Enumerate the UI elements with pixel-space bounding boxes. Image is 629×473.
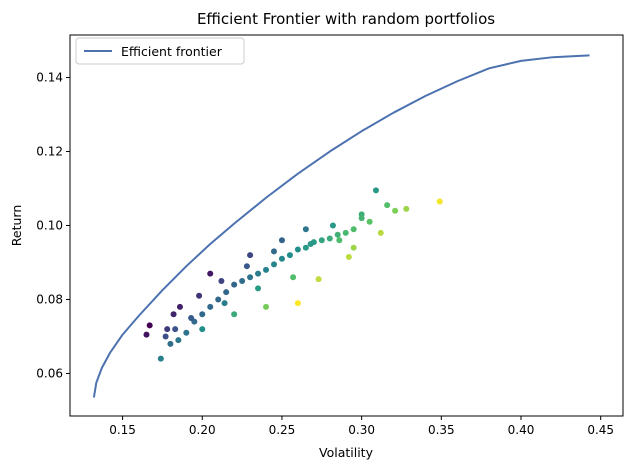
portfolio-point xyxy=(436,198,443,205)
x-tick-label: 0.45 xyxy=(587,423,614,437)
portfolio-point xyxy=(247,252,254,259)
portfolio-point xyxy=(302,244,309,251)
frontier-line-layer xyxy=(92,54,590,398)
portfolio-point xyxy=(372,187,379,194)
portfolio-point xyxy=(307,241,314,247)
portfolio-point xyxy=(263,303,270,310)
portfolio-point xyxy=(215,296,222,303)
portfolio-point xyxy=(318,237,325,244)
portfolio-point xyxy=(392,207,399,214)
y-axis-label: Return xyxy=(9,205,24,246)
portfolio-point xyxy=(315,276,322,283)
portfolio-point xyxy=(278,255,285,262)
y-tick-label: 0.10 xyxy=(36,219,63,233)
y-axis-ticks: 0.06 0.08 0.10 0.12 0.14 xyxy=(36,71,70,380)
y-tick-label: 0.06 xyxy=(36,366,63,380)
x-tick-label: 0.35 xyxy=(428,423,455,437)
efficient-frontier-line xyxy=(92,54,590,398)
x-axis-label: Volatility xyxy=(319,445,374,460)
portfolio-point xyxy=(231,311,238,318)
portfolio-point xyxy=(243,263,250,270)
portfolio-point xyxy=(247,274,254,281)
chart-legend: Efficient frontier xyxy=(75,37,245,65)
portfolio-point xyxy=(270,248,277,255)
portfolio-point xyxy=(302,226,309,233)
portfolio-point xyxy=(207,303,214,310)
x-axis-ticks: 0.15 0.20 0.25 0.30 0.35 0.40 0.45 xyxy=(109,416,614,437)
portfolio-point xyxy=(175,337,182,344)
random-portfolios-scatter xyxy=(143,187,443,362)
portfolio-point xyxy=(167,340,174,347)
portfolio-point xyxy=(162,333,169,340)
y-tick-label: 0.12 xyxy=(36,145,63,159)
portfolio-point xyxy=(350,244,357,251)
portfolio-point xyxy=(164,326,171,333)
x-tick-label: 0.30 xyxy=(348,423,375,437)
legend-box xyxy=(75,37,245,65)
portfolio-point xyxy=(218,277,225,284)
portfolio-point xyxy=(290,274,297,281)
y-tick-label: 0.14 xyxy=(36,71,63,85)
portfolio-point xyxy=(336,237,343,244)
legend-entry-efficient-frontier: Efficient frontier xyxy=(121,44,223,59)
portfolio-point xyxy=(403,205,410,212)
portfolio-point xyxy=(377,229,384,236)
portfolio-point xyxy=(384,202,391,209)
portfolio-point xyxy=(263,266,270,273)
portfolio-point xyxy=(183,329,190,336)
chart-title: Efficient Frontier with random portfolio… xyxy=(197,10,495,28)
portfolio-point xyxy=(345,253,352,260)
y-tick-label: 0.08 xyxy=(36,292,63,306)
portfolio-point xyxy=(223,289,230,296)
portfolio-point xyxy=(329,222,336,229)
portfolio-point xyxy=(294,246,301,253)
portfolio-point xyxy=(143,331,150,338)
portfolio-point xyxy=(172,326,179,333)
portfolio-point xyxy=(278,237,285,244)
portfolio-point xyxy=(294,300,301,307)
portfolio-point xyxy=(334,231,341,238)
portfolio-point xyxy=(196,292,203,299)
portfolio-point xyxy=(157,355,164,362)
portfolio-point xyxy=(231,281,238,288)
portfolio-point xyxy=(255,285,262,292)
portfolio-point xyxy=(350,226,357,233)
portfolio-point xyxy=(326,235,333,242)
x-tick-label: 0.25 xyxy=(269,423,296,437)
portfolio-point xyxy=(239,277,246,284)
portfolio-point xyxy=(342,229,349,236)
x-tick-label: 0.15 xyxy=(109,423,136,437)
portfolio-point xyxy=(207,270,214,277)
portfolio-point xyxy=(270,261,277,268)
x-tick-label: 0.40 xyxy=(508,423,535,437)
portfolio-point xyxy=(221,300,228,307)
portfolio-point xyxy=(358,215,365,222)
portfolio-point xyxy=(366,218,373,225)
portfolio-point xyxy=(188,314,195,321)
x-tick-label: 0.20 xyxy=(189,423,216,437)
portfolio-point xyxy=(170,311,177,318)
portfolio-point xyxy=(199,326,206,333)
portfolio-point xyxy=(286,252,293,259)
portfolio-point xyxy=(146,322,153,329)
portfolio-point xyxy=(255,270,262,277)
portfolio-point xyxy=(176,303,183,310)
portfolio-point xyxy=(199,311,206,318)
